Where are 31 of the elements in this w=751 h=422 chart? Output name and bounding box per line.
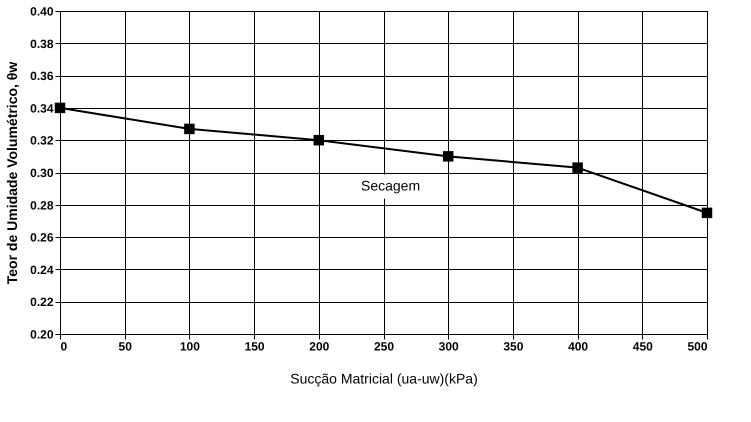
point [442,151,454,162]
x-tick-label: 0 [60,340,68,354]
x-tick-label: 250 [374,340,394,354]
x-tick-label: 100 [180,340,200,354]
y-tick-label: 0.28 [30,198,54,212]
point [572,162,583,173]
x-tick-label: 50 [118,340,132,354]
y-tick-label: 0.32 [30,134,54,148]
y-tick-label: 0.40 [30,4,54,18]
y-tick-label: 0.20 [30,328,54,342]
x-tick-label: 300 [438,340,460,354]
point [702,208,712,218]
annotation: Secagem [360,178,420,194]
x-tick-label: 150 [244,340,265,354]
x-axis-title: Sucção Matricial (ua-uw)(kPa) [290,370,478,386]
x-tick-label: 450 [632,340,654,354]
y-tick-label: 0.24 [30,262,54,277]
y-tick-label: 0.34 [30,101,54,116]
y-tick-label: 0.38 [30,36,54,51]
y-tick-label: 0.26 [30,230,54,245]
y-axis-title: Teor de Umidade Volumétrico, θw [4,62,20,284]
x-tick-label: 500 [687,340,708,354]
x-tick-label: 200 [309,340,330,354]
point [184,124,195,134]
y-tick-label: 0.30 [30,166,54,180]
x-tick-label: 350 [503,340,524,354]
y-tick-label: 0.22 [30,295,54,310]
point [314,134,324,146]
point [54,102,66,114]
x-tick-label: 400 [568,340,588,354]
y-tick-label: 0.36 [30,69,54,84]
